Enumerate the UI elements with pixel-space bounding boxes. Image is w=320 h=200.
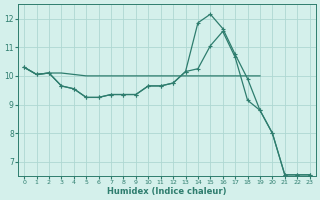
X-axis label: Humidex (Indice chaleur): Humidex (Indice chaleur) [107,187,227,196]
